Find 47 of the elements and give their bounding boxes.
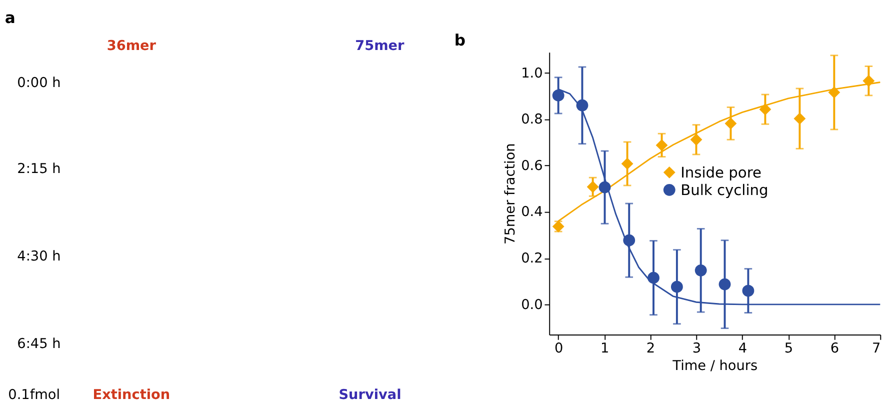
chart-title: b (454, 31, 466, 50)
text: Extinction (92, 386, 170, 403)
point (718, 278, 731, 290)
legend-label: Bulk cycling (680, 182, 768, 199)
x-tick-label: 6 (830, 340, 840, 357)
x-axis-title: Time / hours (672, 358, 758, 374)
x-tick-label: 7 (872, 340, 881, 357)
x-tick-label: 0 (554, 340, 564, 357)
point (694, 264, 707, 276)
point (794, 112, 806, 125)
point (759, 103, 772, 116)
point (742, 284, 754, 297)
y-tick-label: 0.8 (521, 112, 543, 128)
x-tick-label: 2 (646, 340, 656, 357)
point (670, 280, 683, 293)
point (656, 139, 668, 152)
x-tick-label: 3 (692, 340, 702, 357)
legend-label: Inside pore (680, 164, 762, 182)
text: 0.1fmol (8, 386, 60, 403)
point (648, 272, 660, 284)
x-tick-label: 1 (600, 340, 610, 357)
point (586, 180, 599, 193)
y-tick-label: 0.0 (521, 296, 543, 313)
text: 4:30 h (17, 248, 61, 265)
y-tick-label: 0.6 (521, 158, 543, 174)
y-tick-label: 0.4 (521, 204, 543, 220)
text: Survival (338, 386, 402, 403)
point (621, 158, 634, 170)
y-axis-title: 75mer fraction (502, 143, 518, 244)
text: 6:45 h (17, 336, 61, 352)
point (598, 181, 611, 194)
text: 75mer (355, 38, 405, 54)
point (724, 117, 737, 130)
y-tick-label: 1.0 (521, 65, 543, 82)
point (576, 99, 588, 112)
point (828, 86, 840, 98)
text: 36mer (106, 38, 156, 54)
point (552, 89, 564, 102)
x-tick-label: 5 (784, 340, 794, 357)
x-tick-label: 4 (738, 340, 748, 357)
point (690, 134, 702, 146)
point (862, 74, 875, 87)
text: a (4, 8, 16, 27)
text: 0:00 h (17, 75, 61, 92)
point (623, 234, 636, 246)
y-tick-label: 0.2 (521, 250, 543, 267)
text: 2:15 h (17, 160, 61, 177)
